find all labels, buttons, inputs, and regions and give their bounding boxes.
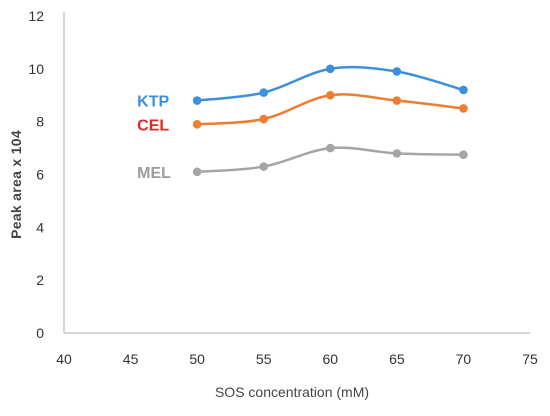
y-tick-labels: 0 2 4 6 8 10 12: [28, 8, 44, 341]
data-point-cel: [259, 114, 269, 124]
y-tick-label: 10: [28, 61, 44, 77]
data-point-cel: [325, 90, 335, 100]
y-tick-label: 4: [36, 219, 44, 235]
x-tick-label: 40: [56, 351, 72, 367]
series-label-ktp: KTP: [137, 94, 169, 111]
y-tick-label: 12: [28, 8, 44, 24]
series-label-mel: MEL: [137, 165, 171, 182]
data-point-mel: [459, 150, 468, 159]
x-tick-label: 55: [256, 351, 272, 367]
data-point-mel: [259, 162, 269, 171]
y-tick-label: 8: [36, 114, 44, 130]
x-tick-label: 65: [389, 351, 405, 367]
data-point-ktp: [192, 96, 202, 105]
series-ktp: [192, 64, 468, 105]
y-tick-label: 2: [36, 272, 44, 288]
x-axis-title: SOS concentration (mM): [215, 384, 369, 400]
series-mel: [192, 143, 468, 177]
x-tick-label: 60: [322, 351, 338, 367]
x-tick-label: 45: [123, 351, 139, 367]
data-point-cel: [192, 120, 202, 129]
x-tick-label: 75: [522, 351, 538, 367]
data-point-ktp: [325, 64, 335, 74]
series-labels: KTP CEL MEL: [137, 94, 171, 182]
y-tick-label: 0: [36, 325, 44, 341]
data-point-ktp: [259, 88, 269, 97]
data-point-cel: [392, 96, 402, 105]
y-tick-label: 6: [36, 167, 44, 183]
data-point-mel: [192, 167, 202, 177]
x-tick-label: 50: [189, 351, 205, 367]
x-tick-label: 70: [456, 351, 472, 367]
data-point-ktp: [392, 67, 402, 76]
axes: [63, 12, 530, 334]
data-point-ktp: [459, 85, 468, 95]
data-point-cel: [459, 104, 468, 113]
y-axis-title: Peak area x 104: [8, 130, 24, 239]
data-point-mel: [325, 143, 335, 153]
x-tick-labels: 40 45 50 55 60 65 70 75: [56, 351, 538, 367]
series-label-cel: CEL: [137, 117, 169, 134]
series-cel: [192, 90, 468, 129]
data-point-mel: [392, 149, 402, 158]
series-group: [192, 64, 468, 177]
